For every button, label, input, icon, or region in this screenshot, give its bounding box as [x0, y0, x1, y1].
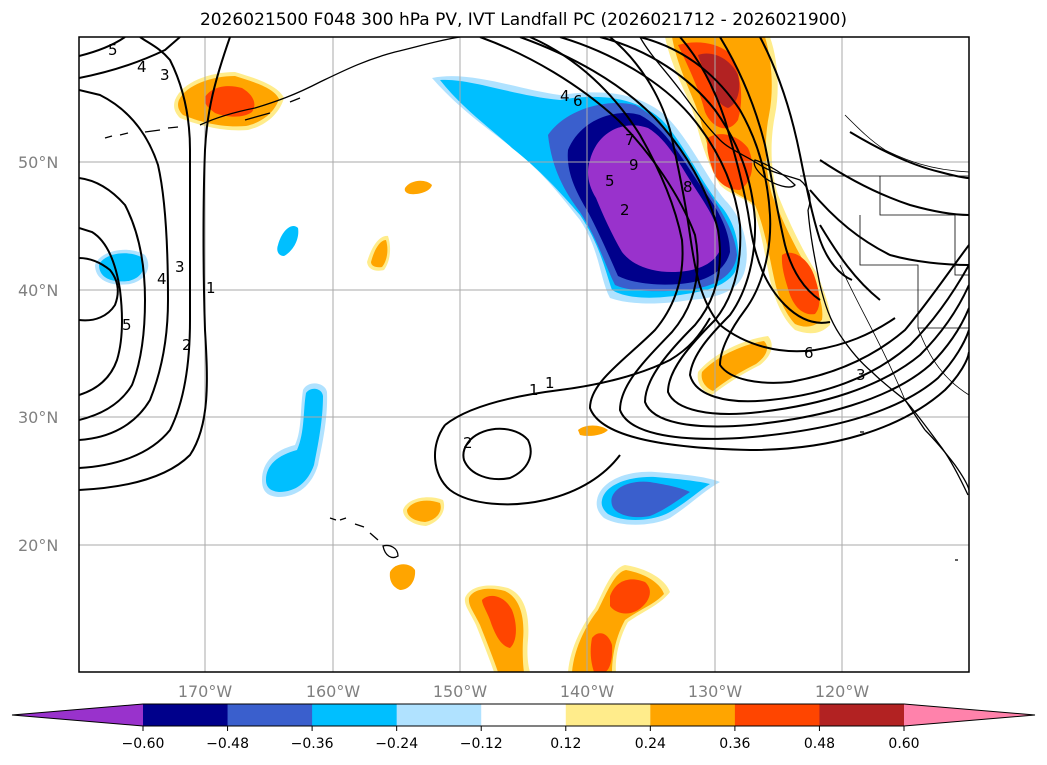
lon-label: 160°W	[306, 682, 361, 701]
longitude-labels: 170°W 160°W 150°W 140°W 130°W 120°W	[178, 682, 870, 701]
contour-label: 1	[206, 279, 216, 297]
contour-label: 4	[137, 58, 147, 76]
colorbar-segment	[227, 704, 313, 726]
colorbar-segment	[650, 704, 736, 726]
contour-label: 5	[605, 172, 615, 190]
colorbar-tick-label: −0.60	[122, 736, 165, 752]
lat-label: 20°N	[18, 536, 58, 555]
lat-label: 40°N	[18, 281, 58, 300]
contour-label: 5	[108, 41, 118, 59]
colorbar-segment	[819, 704, 905, 726]
positive-blob-small-4	[389, 564, 416, 590]
colorbar-tick-label: 0.36	[719, 736, 750, 752]
colorbar-extend-max	[904, 704, 1035, 726]
colorbar-tick-label: 0.60	[888, 736, 919, 752]
colorbar-tick-label: 0.12	[550, 736, 581, 752]
colorbar-segment	[481, 704, 567, 726]
lat-label: 50°N	[18, 153, 58, 172]
contour-label: 8	[683, 178, 693, 196]
colorbar-tick-label: −0.12	[460, 736, 503, 752]
colorbar-tick-label: 0.24	[635, 736, 666, 752]
contour-label: 9	[629, 156, 639, 174]
contour-label: 2	[463, 434, 473, 452]
contour-label: 3	[856, 366, 866, 384]
colorbar-segment	[396, 704, 482, 726]
contour-label: 1	[545, 374, 555, 392]
colorbar-tick-label: 0.48	[804, 736, 835, 752]
contour-label: 7	[625, 131, 635, 149]
plot-frame	[78, 36, 970, 673]
contour-label: 6	[573, 92, 583, 110]
lon-label: 130°W	[688, 682, 743, 701]
lon-label: 170°W	[178, 682, 233, 701]
colorbar-segment	[734, 704, 820, 726]
colorbar-extend-min	[12, 704, 143, 726]
colorbar-segment	[312, 704, 398, 726]
colorbar: −0.60 −0.48 −0.36 −0.24 −0.12 0.12 0.24 0.36 0.4…	[11, 703, 1036, 752]
lat-label: 30°N	[18, 408, 58, 427]
contour-lines	[79, 37, 969, 506]
lon-label: 150°W	[433, 682, 488, 701]
latitude-labels: 50°N 40°N 30°N 20°N	[18, 153, 58, 555]
contour-label: 6	[804, 344, 814, 362]
map-title: 2026021500 F048 300 hPa PV, IVT Landfall…	[199, 10, 847, 30]
contour-label: 1	[529, 381, 539, 399]
colorbar-tick-label: −0.24	[375, 736, 418, 752]
contour-label: 2	[182, 336, 192, 354]
colorbar-tick-label: −0.36	[291, 736, 334, 752]
positive-blob-small-1	[404, 180, 432, 195]
contour-label: 2	[620, 201, 630, 219]
colorbar-segment	[143, 704, 229, 726]
contour-label: 3	[175, 258, 185, 276]
positive-blob-small-5	[578, 425, 608, 436]
contour-label: 3	[160, 66, 170, 84]
lon-label: 140°W	[560, 682, 615, 701]
contour-labels: 5 4 3 4 3 1 5 2 1 2 4 6 7 8 9 2 1 6 5 3	[108, 41, 866, 452]
blue-blob-small	[277, 225, 299, 256]
colorbar-segment	[565, 704, 651, 726]
lon-label: 120°W	[815, 682, 870, 701]
contour-label: 5	[122, 316, 132, 334]
colorbar-tick-label: −0.48	[206, 736, 249, 752]
contour-label: 4	[157, 270, 167, 288]
contour-label: 4	[560, 87, 570, 105]
